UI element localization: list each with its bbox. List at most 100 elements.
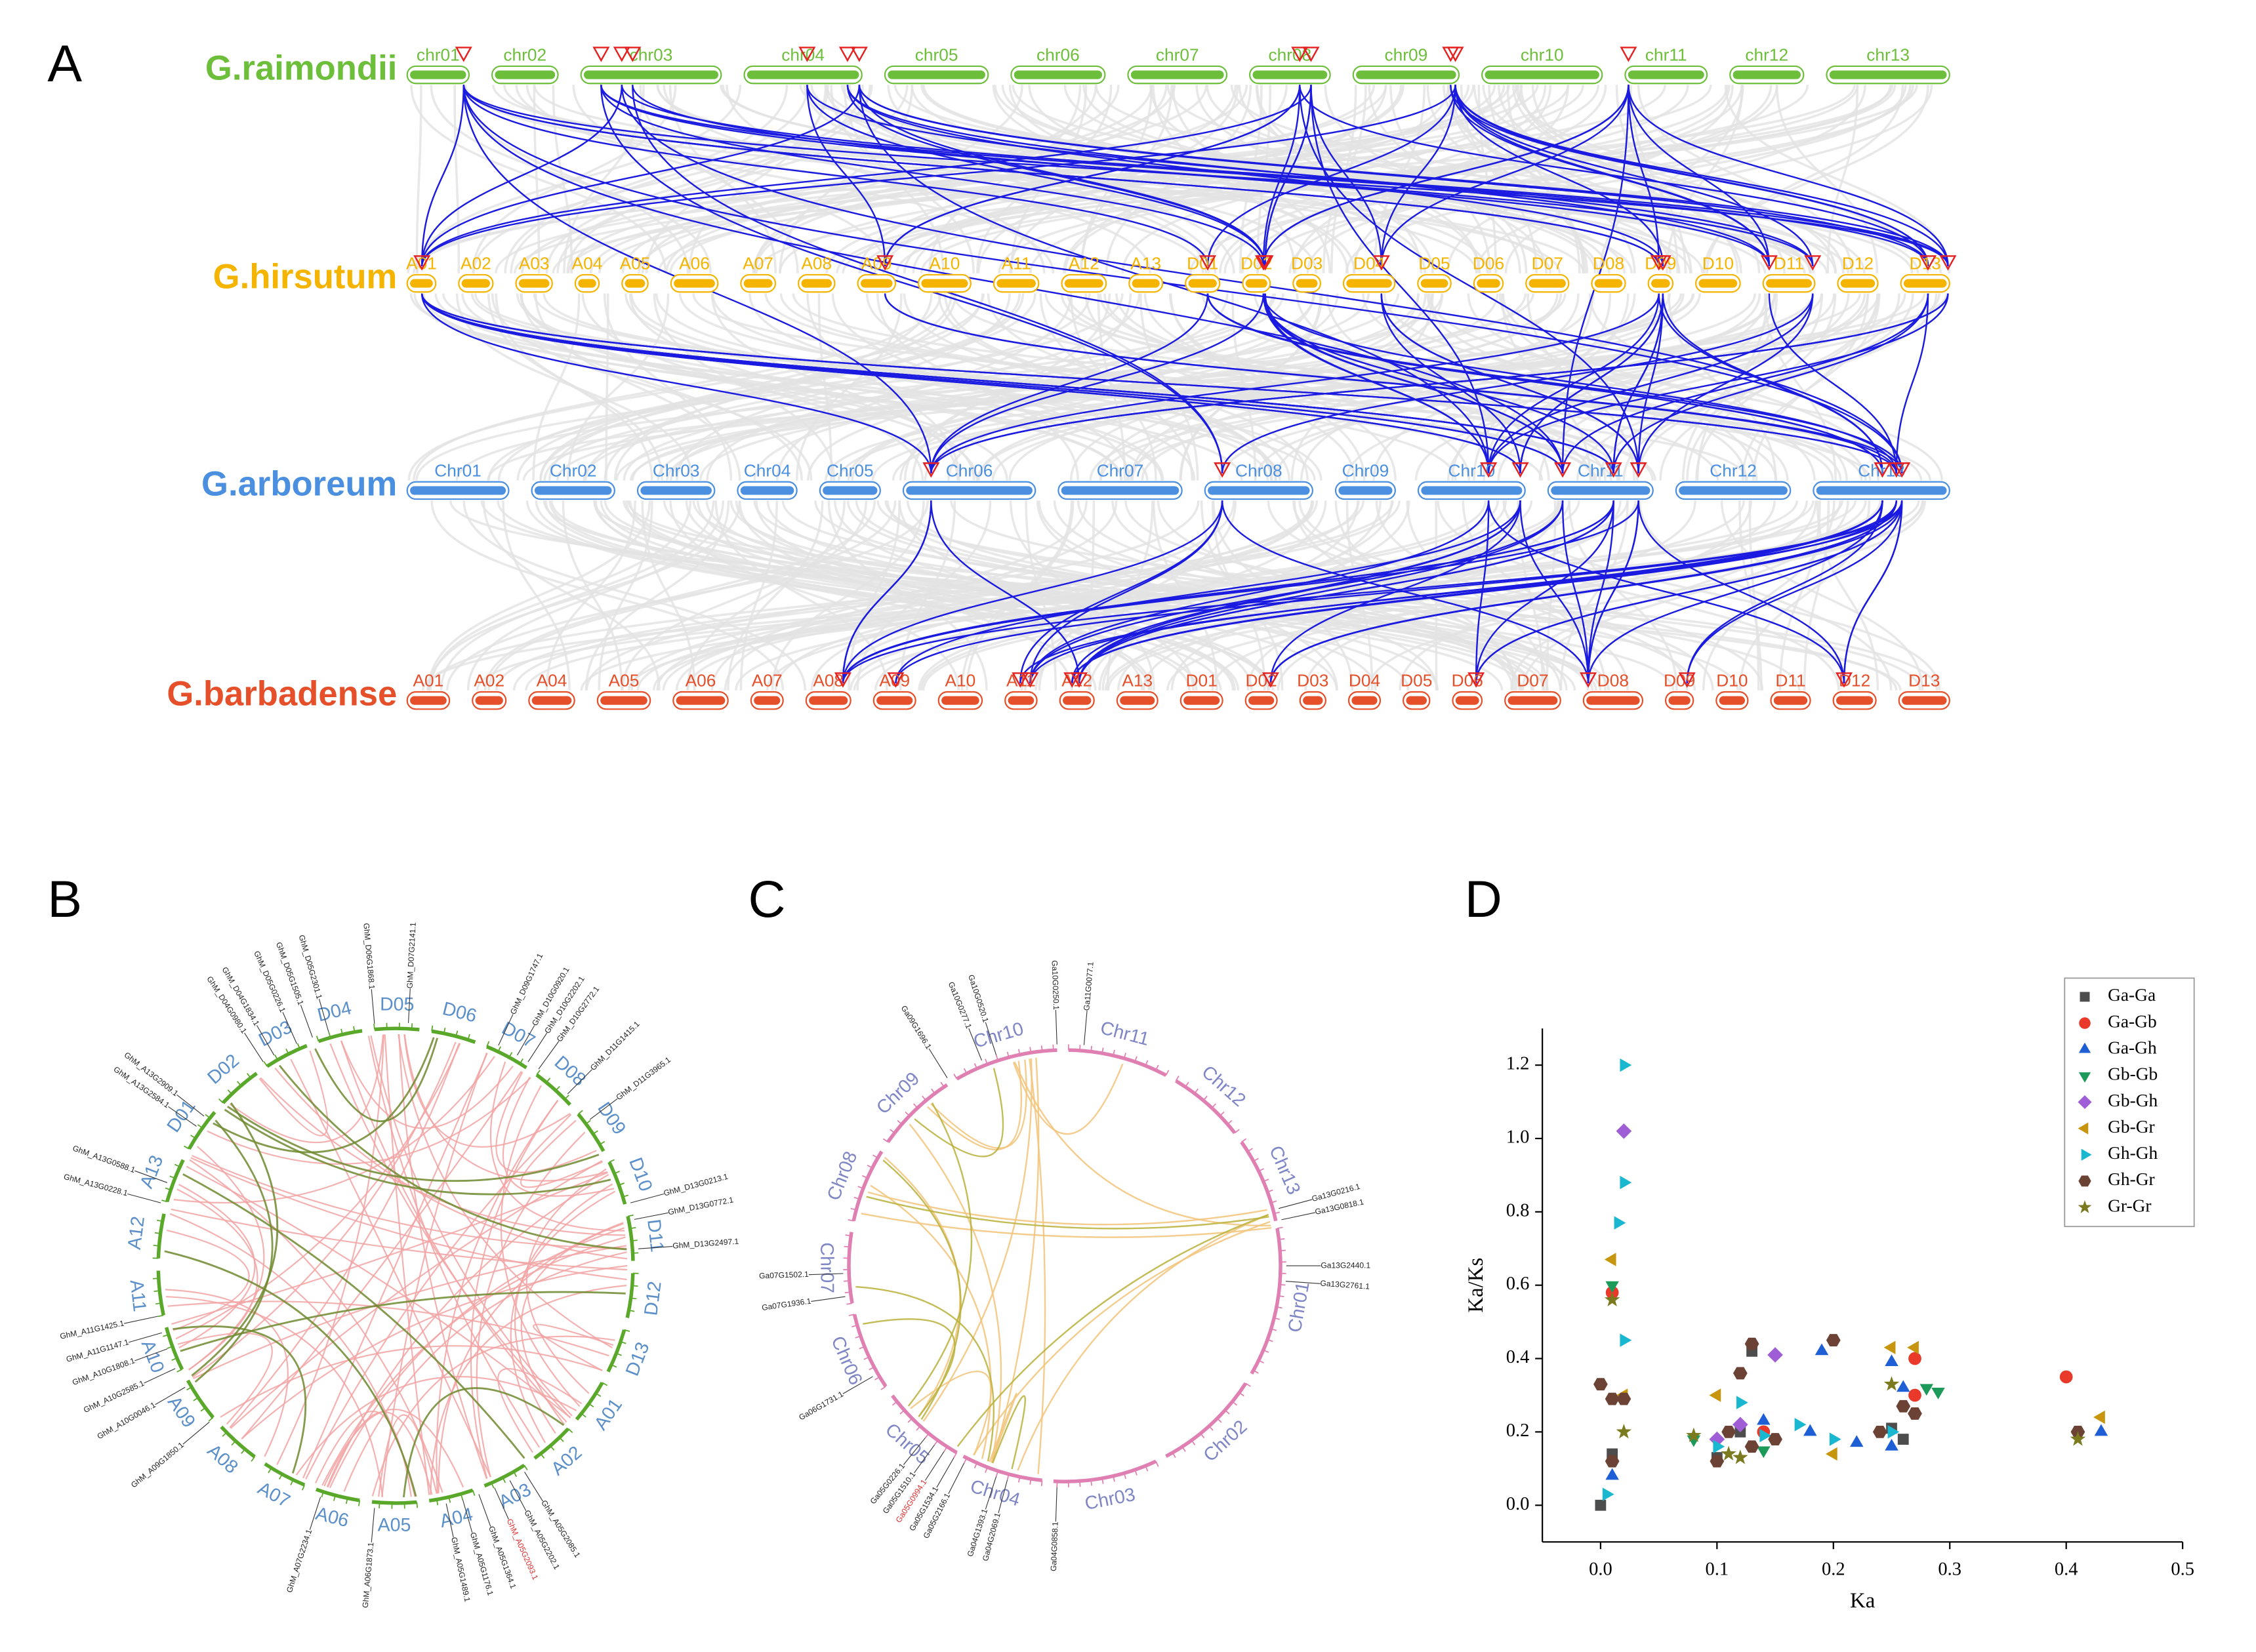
legend-label: Ga-Gb (2108, 1011, 2157, 1031)
gene-label: Ga10G0520.1 (966, 973, 991, 1024)
arc-tick (491, 1482, 495, 1489)
gene-tick (527, 1032, 548, 1062)
point (1721, 1445, 1736, 1461)
link (992, 1395, 1026, 1470)
chromosome-core (410, 70, 466, 79)
arc-tick (436, 1499, 439, 1506)
gene-label: Ga07G1502.1 (759, 1270, 809, 1281)
legend-marker (2081, 1148, 2092, 1161)
link (525, 1168, 607, 1394)
chromosome-arc (156, 1270, 165, 1316)
link (855, 1285, 995, 1462)
background-link (663, 85, 1151, 273)
link (290, 1058, 491, 1478)
gene-label: Ga10G0250.1 (1050, 960, 1061, 1010)
genome-name: G.raimondii (205, 49, 397, 87)
background-link (1288, 85, 1773, 273)
point (1883, 1340, 1896, 1355)
legend-marker (2078, 1200, 2092, 1213)
gene-tick (176, 1095, 205, 1117)
gene-label: GhM_A09G1850.1 (129, 1440, 186, 1489)
link (260, 1077, 626, 1236)
link (191, 1102, 279, 1377)
arc-tick (1123, 1053, 1126, 1059)
point (1733, 1367, 1748, 1380)
collinear-link (1310, 85, 1382, 266)
chromosome-label: A08 (801, 254, 832, 273)
arc-tick (333, 1495, 336, 1501)
chromosome-arc (575, 1381, 604, 1421)
legend-label: Gr-Gr (2108, 1196, 2151, 1215)
collinear-link (1269, 500, 1903, 683)
gene-marker (1467, 672, 1485, 688)
collinear-link (1078, 500, 1614, 683)
arc-tick (1245, 1382, 1251, 1387)
collinear-link (600, 85, 1929, 266)
chromosome-core (584, 70, 718, 79)
chromosome-label: A02 (547, 1442, 586, 1480)
legend-marker (2080, 992, 2090, 1002)
background-link (727, 500, 824, 691)
arc-tick (1134, 1469, 1138, 1476)
legend-label: Ga-Ga (2108, 985, 2156, 1005)
arc-tick (411, 1023, 413, 1030)
point (1768, 1433, 1782, 1445)
chromosome-core (1421, 486, 1523, 495)
background-link (605, 293, 609, 481)
gene-marker (1012, 672, 1029, 688)
legend-label: Gh-Gr (2108, 1169, 2155, 1189)
legend-label: Gh-Gh (2108, 1143, 2158, 1163)
background-link (1775, 85, 1879, 273)
gene-marker (1620, 47, 1637, 62)
background-link (1001, 85, 1597, 273)
background-link (655, 293, 1281, 481)
arc-tick (863, 1356, 870, 1360)
background-link (922, 85, 1850, 273)
chromosome-label: Chr09 (1342, 460, 1389, 480)
point (1908, 1388, 1921, 1402)
background-link (831, 293, 1130, 481)
legend-label: Gb-Gr (2108, 1117, 2155, 1137)
collinear-link (1487, 293, 1660, 473)
chromosome-core (876, 696, 913, 705)
arc-tick (1263, 1349, 1269, 1353)
chromosome-arc (165, 1159, 185, 1203)
point (1885, 1438, 1898, 1451)
point (1744, 1440, 1759, 1453)
link (165, 1289, 289, 1457)
background-link (1142, 500, 1622, 691)
gene-label: GhM_A10G1808.1 (71, 1356, 136, 1387)
background-link (837, 293, 1815, 481)
gene-marker (834, 672, 851, 688)
background-link (1105, 85, 1252, 273)
chromosome-core (754, 696, 781, 705)
link (497, 1367, 583, 1453)
link (189, 1159, 443, 1493)
gene-label: Ga09G1696.1 (899, 1004, 933, 1051)
background-link (520, 293, 978, 481)
link (867, 1191, 1267, 1226)
chromosome-core (1064, 279, 1103, 288)
collinear-link (1071, 500, 1883, 683)
chromosome-core (1303, 696, 1323, 705)
chromosome-core (410, 279, 433, 288)
arc-tick (611, 1364, 617, 1368)
background-link (653, 293, 836, 481)
point (1887, 1425, 1900, 1439)
background-link (817, 293, 833, 481)
point (1709, 1388, 1721, 1402)
arc-tick (263, 1061, 268, 1067)
link (490, 1061, 625, 1232)
collinear-link (1019, 500, 1223, 683)
collinear-link (420, 293, 1521, 473)
arc-tick (1101, 1478, 1104, 1484)
chromosome-core (1120, 696, 1155, 705)
gene-marker (1650, 255, 1668, 271)
arc-tick (1200, 1433, 1205, 1439)
chromosome-core (1245, 279, 1267, 288)
arc-tick (279, 1474, 283, 1480)
chromosome-core (495, 70, 556, 79)
arc-tick (523, 1464, 528, 1471)
chromosome-label: D04 (1349, 671, 1380, 691)
